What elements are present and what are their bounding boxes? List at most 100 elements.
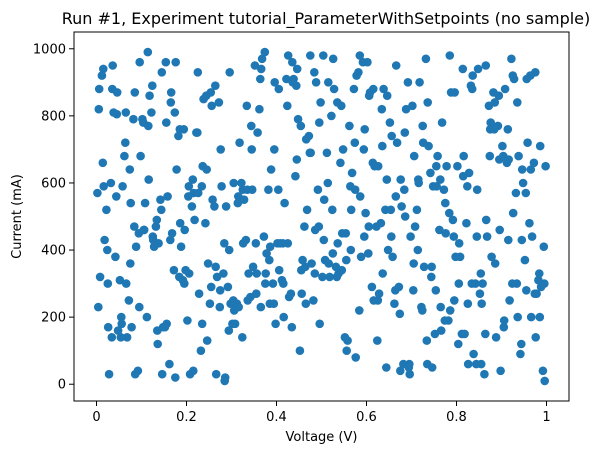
data-point (279, 312, 289, 322)
data-point (103, 322, 113, 332)
x-tick-label: 0.2 (176, 410, 197, 425)
data-point (140, 198, 150, 208)
data-point (352, 71, 361, 80)
data-point (409, 151, 419, 161)
data-point (247, 121, 256, 131)
data-point (315, 319, 325, 329)
data-point (526, 165, 536, 174)
data-point (121, 279, 131, 288)
data-point (346, 205, 356, 215)
data-point (490, 259, 500, 268)
data-point (462, 218, 471, 228)
data-point (284, 292, 294, 302)
data-point (216, 145, 225, 154)
data-point (523, 138, 532, 147)
data-point (539, 242, 549, 251)
data-point (185, 369, 195, 379)
data-point (219, 269, 228, 278)
data-point (453, 161, 462, 171)
data-point (211, 262, 220, 272)
data-point (475, 289, 485, 299)
data-point (143, 47, 153, 57)
data-point (238, 333, 247, 342)
data-point (229, 178, 238, 188)
data-point (135, 57, 144, 67)
data-point (450, 88, 460, 97)
data-point (486, 118, 496, 127)
data-point (234, 302, 243, 312)
data-point (409, 259, 419, 268)
data-point (315, 118, 324, 127)
data-point (206, 88, 216, 97)
data-point (310, 68, 319, 77)
data-point (511, 188, 521, 198)
data-point (387, 232, 396, 241)
data-point (93, 188, 102, 198)
data-point (319, 235, 329, 245)
data-point (392, 138, 402, 147)
data-point (376, 218, 386, 228)
data-point (449, 232, 459, 241)
data-point (102, 205, 111, 215)
data-point (427, 363, 437, 372)
data-point (472, 185, 482, 194)
data-point (277, 275, 287, 285)
data-point (541, 161, 550, 171)
data-point (117, 312, 126, 322)
data-point (503, 125, 513, 134)
data-point (223, 282, 233, 292)
data-point (535, 269, 544, 278)
data-point (126, 259, 135, 268)
x-tick-label: 0 (92, 410, 100, 425)
data-point (337, 229, 347, 238)
data-point (342, 346, 352, 356)
data-point (120, 151, 129, 161)
data-point (405, 369, 415, 379)
data-point (395, 309, 405, 319)
data-point (328, 205, 337, 215)
data-point (423, 98, 433, 107)
data-point (310, 269, 320, 278)
data-point (148, 81, 157, 90)
data-point (225, 68, 234, 77)
data-point (183, 316, 192, 325)
data-point (248, 262, 258, 272)
data-point (197, 319, 207, 329)
data-point (292, 155, 302, 164)
data-point (404, 363, 414, 372)
axes-frame (73, 31, 570, 402)
data-point (512, 279, 522, 288)
data-point (313, 185, 323, 194)
data-point (208, 195, 217, 204)
data-point (482, 232, 492, 241)
data-point (367, 282, 377, 292)
x-axis-label: Voltage (V) (286, 430, 358, 445)
data-point (336, 158, 345, 168)
data-point (467, 279, 477, 288)
data-point (369, 296, 379, 305)
data-point (288, 78, 298, 87)
data-point (220, 239, 229, 248)
data-point (176, 242, 186, 251)
data-point (413, 245, 423, 255)
x-axis: 0 0.2 0.4 0.6 0.8 1 (92, 401, 551, 425)
data-point (175, 218, 185, 228)
data-point (430, 329, 440, 339)
y-tick-label: 800 (41, 109, 66, 124)
data-point (349, 84, 359, 94)
data-point (188, 175, 198, 184)
data-point (252, 269, 261, 278)
data-point (327, 111, 336, 121)
data-point (302, 205, 312, 215)
data-point (418, 138, 428, 147)
data-point (117, 319, 126, 329)
data-point (259, 232, 269, 241)
data-point (458, 64, 468, 74)
data-point (179, 125, 189, 134)
data-point (122, 333, 132, 342)
data-point (316, 98, 325, 107)
data-point (442, 161, 451, 171)
data-point (184, 269, 194, 278)
data-point (297, 289, 307, 299)
